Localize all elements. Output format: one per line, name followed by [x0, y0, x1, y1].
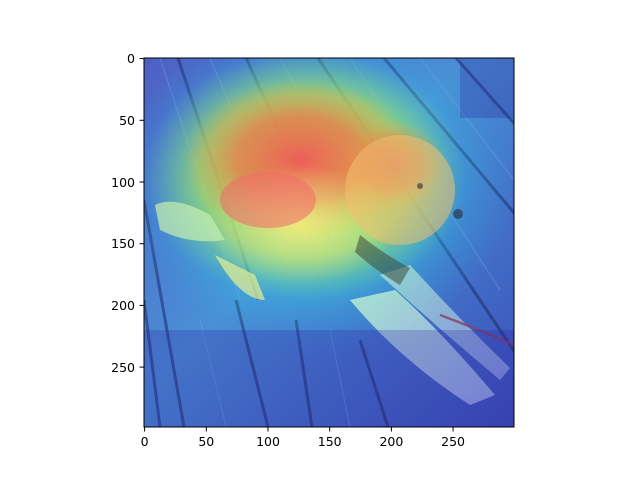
x-tick-label: 250	[441, 434, 465, 449]
axes-frame	[143, 57, 515, 428]
y-tick-label: 0	[127, 51, 135, 66]
y-tick-label: 250	[111, 360, 135, 375]
x-tick-label: 100	[256, 434, 280, 449]
x-tick-label: 50	[198, 434, 214, 449]
x-axis: 0 50 100 150 200 250	[141, 427, 465, 449]
dog-figure	[155, 135, 514, 405]
y-tick-label: 150	[111, 236, 135, 251]
x-tick-label: 200	[379, 434, 403, 449]
heatmap-image	[144, 58, 514, 427]
y-tick-label: 200	[111, 298, 135, 313]
y-tick-label: 50	[119, 113, 135, 128]
x-tick-label: 150	[318, 434, 342, 449]
x-tick-label: 0	[141, 434, 149, 449]
y-axis: 0 50 100 150 200 250	[111, 51, 144, 375]
y-tick-label: 100	[111, 175, 135, 190]
